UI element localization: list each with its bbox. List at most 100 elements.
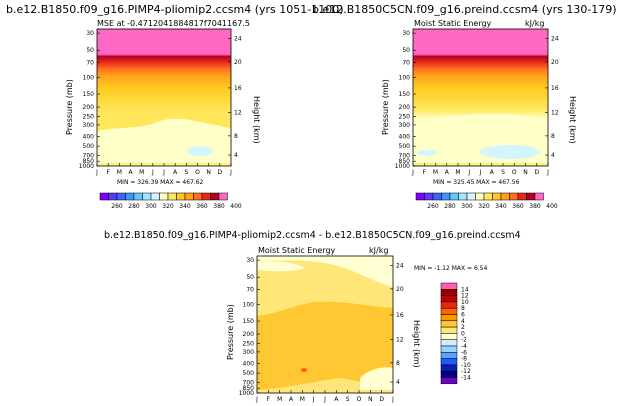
units-diff: kJ/kg	[369, 246, 388, 255]
ytick-label: 500	[83, 143, 95, 150]
colorbar-swatch	[218, 192, 228, 201]
colorbar-swatch	[440, 289, 458, 296]
colorbar-label: -6	[461, 349, 467, 356]
colorbar-swatch	[201, 192, 211, 201]
colorbar-swatch	[440, 301, 458, 309]
colorbar-label: 400	[230, 203, 242, 210]
panel-right: Moist Static Energy kJ/kg Pressure (mb) …	[381, 19, 577, 210]
colorbar-swatch	[440, 345, 458, 353]
ytick-label: 200	[83, 104, 95, 111]
ytick-label: 300	[243, 349, 255, 356]
xtick-label: J	[229, 169, 232, 176]
xtick-label: O	[195, 169, 200, 176]
xtick-label: F	[267, 396, 271, 403]
colorbar-swatch	[441, 192, 451, 201]
xtick-label: J	[546, 169, 549, 176]
colorbar-label: 0	[461, 330, 465, 337]
colorbar-swatch	[440, 282, 458, 290]
colorbar-swatch	[526, 192, 536, 201]
colorbar-swatch	[125, 192, 135, 201]
ytick-label: 500	[243, 370, 255, 377]
contour-diff-pale-br	[360, 367, 393, 390]
xtick-label: A	[128, 169, 133, 176]
xtick-label: N	[368, 396, 373, 403]
xtick-label: A	[490, 169, 495, 176]
colorbar-swatch	[458, 192, 468, 201]
ytick-label: 50	[86, 47, 94, 54]
xtick-label: J	[467, 169, 470, 176]
ytick-label: 300	[83, 122, 95, 129]
ytick-label: 100	[399, 75, 411, 82]
xtick-label: M	[433, 169, 438, 176]
xtick-label: A	[334, 396, 339, 403]
xtick-label: D	[534, 169, 539, 176]
colorbar-label: 300	[461, 203, 473, 210]
xtick-label: D	[218, 169, 223, 176]
colorbar-swatch	[492, 192, 502, 201]
xtick-label: O	[357, 396, 362, 403]
colorbar-label: 8	[461, 305, 465, 312]
colorbar-swatch	[440, 295, 458, 303]
colorbar-swatch	[534, 192, 544, 201]
ytick-label: 150	[83, 91, 95, 98]
ytick-label: 200	[243, 331, 255, 338]
height-tick-label: 24	[234, 36, 242, 43]
ylabel-left: Pressure (mb)	[65, 79, 74, 135]
colorbar-swatch	[517, 192, 527, 201]
colorbar-swatch	[483, 192, 493, 201]
colorbar-swatch	[424, 192, 434, 201]
colorbar-swatch	[116, 192, 126, 201]
colorbar-label: 340	[179, 203, 191, 210]
contour-right-cool-a	[417, 150, 437, 156]
xtick-label: J	[255, 396, 258, 403]
ylabel-diff: Pressure (mb)	[226, 304, 235, 360]
colorbar-swatch	[509, 192, 519, 201]
contour-right-band	[413, 114, 548, 128]
contour-right-cool-b	[480, 145, 540, 159]
colorbar-label: 260	[427, 203, 439, 210]
contour-diff-top-left	[257, 261, 305, 272]
ytick-label: 30	[86, 30, 94, 37]
ytick-label: 100	[83, 75, 95, 82]
height-tick-label: 4	[396, 379, 400, 386]
ytick-label: 850	[83, 158, 95, 165]
xtick-label: O	[512, 169, 517, 176]
xtick-label: F	[106, 169, 110, 176]
subtitle-diff: Moist Static Energy	[258, 246, 336, 255]
height-tick-label: 20	[396, 286, 404, 293]
colorbar-swatch	[193, 192, 203, 201]
ytick-label: 200	[399, 104, 411, 111]
colorbar-swatch	[440, 370, 458, 378]
colorbar-swatch	[167, 192, 177, 201]
colorbar-swatch	[210, 192, 220, 201]
height-tick-label: 8	[396, 360, 400, 367]
ytick-label: 400	[399, 134, 411, 141]
colorbar-swatch	[440, 339, 458, 347]
xtick-label: F	[423, 169, 427, 176]
contour-left-band	[97, 118, 231, 136]
colorbar-swatch	[150, 192, 160, 201]
units-right: kJ/kg	[525, 19, 544, 28]
ytick-label: 70	[402, 60, 410, 67]
xtick-label: D	[379, 396, 384, 403]
colorbar-swatch	[432, 192, 442, 201]
plot-area-right	[413, 29, 548, 166]
colorbar-label: 12	[461, 293, 469, 300]
ytick-label: 500	[399, 143, 411, 150]
colorbar-label: -4	[461, 343, 467, 350]
colorbar-swatch	[415, 192, 425, 201]
colorbar-swatch	[108, 192, 118, 201]
height-tick-label: 24	[396, 263, 404, 270]
colorbar-label: 400	[546, 203, 558, 210]
stats-left: MIN = 326.39 MAX = 467.62	[117, 179, 204, 186]
ytick-label: 250	[243, 341, 255, 348]
colorbar-label: -14	[461, 375, 471, 382]
colorbar-label: 4	[461, 318, 465, 325]
colorbar-label: 320	[162, 203, 174, 210]
contour-left-cool	[187, 146, 213, 156]
ytick-label: 70	[246, 287, 254, 294]
colorbar-swatch	[133, 192, 143, 201]
ytick-label: 700	[399, 153, 411, 160]
